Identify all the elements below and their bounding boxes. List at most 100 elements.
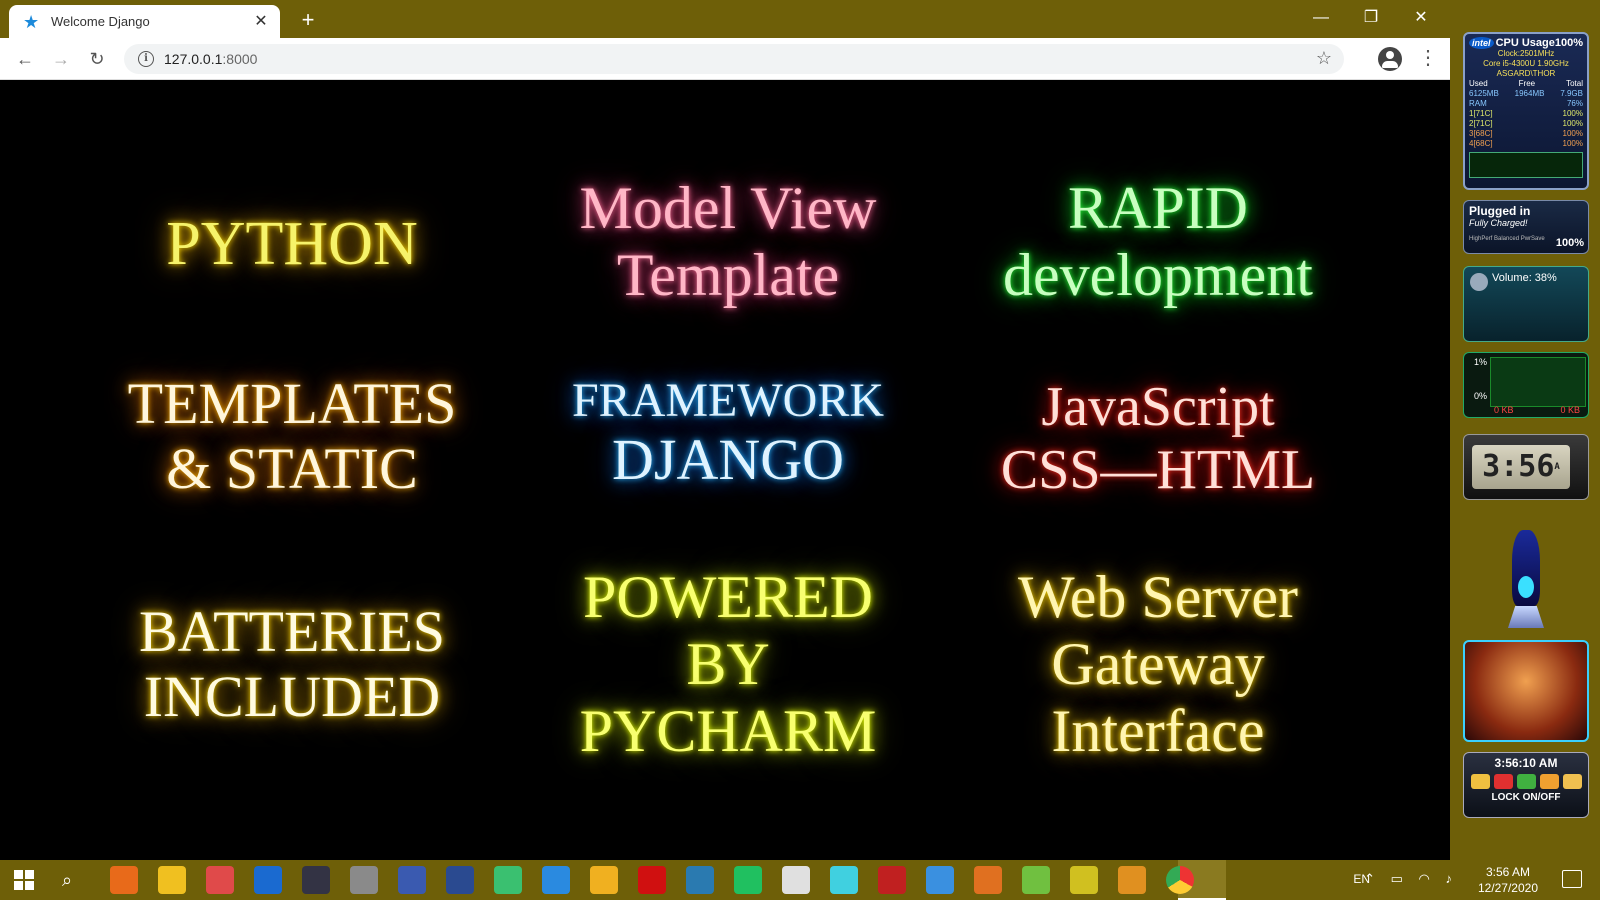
hibernate-icon[interactable] [1562,774,1582,789]
core-1-label: 1[71C] [1469,109,1493,118]
chrome-icon[interactable] [1166,866,1194,894]
browser-icon[interactable] [398,866,426,894]
volume-knob-icon[interactable] [1470,273,1488,291]
browser-menu-button[interactable]: ⋮ [1418,47,1438,69]
cell-batteries-line-1: BATTERIES [138,599,446,664]
cell-wsgi-line-3: Interface [1051,698,1265,765]
volume-label: Volume: 38% [1492,272,1557,284]
cell-wsgi-line-2: Gateway [1051,631,1265,698]
system-tray: EN ⌃ ▭ ◠ ♪ 3:56 AM 12/27/2020 [1300,860,1600,900]
url-text[interactable]: 127.0.0.1:8000 [164,51,257,67]
browser-tab[interactable]: ★ Welcome Django ✕ [9,5,280,38]
cell-batteries-line-2: INCLUDED [143,663,441,729]
photos-icon[interactable] [350,866,378,894]
cell-js-line-2: CSS—HTML [1000,438,1316,501]
notification-icon[interactable] [1562,870,1582,888]
folder-icon[interactable] [590,866,618,894]
power-icon[interactable] [1493,774,1513,789]
battery-percent: 100% [1555,237,1584,249]
reload-button[interactable]: ↻ [89,49,105,69]
clock-suffix: A [1554,462,1560,472]
digital-clock-gadget[interactable]: 3:56A [1463,434,1589,500]
address-bar[interactable]: i 127.0.0.1:8000 ☆ [124,44,1344,74]
intel-logo: intel [1469,37,1494,49]
notepad-icon[interactable] [1070,866,1098,894]
star-icon: ★ [23,11,40,32]
lock-toggle[interactable]: LOCK ON/OFF [1491,792,1561,803]
power-status: Plugged in [1469,204,1531,218]
cpu-clock: Clock:2501MHz [1497,49,1555,58]
lava-lamp-gadget[interactable] [1498,520,1554,630]
tab-close-button[interactable]: ✕ [254,12,268,30]
cell-templates-static: TEMPLATES & STATIC [82,371,502,502]
info-icon[interactable]: i [138,51,154,67]
android-studio-icon[interactable] [494,866,522,894]
cell-rapid-development: RAPID development [948,175,1368,309]
power-gadget[interactable]: Plugged in Fully Charged! HighPerf Balan… [1463,200,1589,254]
net-top-pct: 1% [1474,357,1488,367]
cell-js-line-1: JavaScript [1041,376,1275,438]
photo-gadget[interactable] [1463,640,1589,742]
volume-gadget[interactable]: Volume: 38% [1463,266,1589,342]
cell-python-line: PYTHON [166,210,418,278]
restart-icon[interactable] [1516,774,1536,789]
close-window-button[interactable]: ✕ [1414,9,1428,26]
tray-icons[interactable]: ⌃ ▭ ◠ ♪ [1364,871,1458,886]
git-icon[interactable] [974,866,1002,894]
language-indicator[interactable]: EN [1353,872,1370,886]
clock-time: 3:56 [1482,449,1555,484]
atom-icon[interactable] [830,866,858,894]
calculator-icon[interactable] [302,866,330,894]
new-tab-button[interactable]: + [301,7,315,32]
net-out: 0 KB [1560,405,1580,415]
sublime-icon[interactable] [1118,866,1146,894]
remote-desktop-icon[interactable] [446,866,474,894]
ram-pct: 76% [1566,99,1583,108]
sticky-notes-icon[interactable] [158,866,186,894]
windows-start-icon[interactable] [14,870,34,890]
mysql-icon[interactable] [686,866,714,894]
core-3-label: 3[68C] [1469,129,1493,138]
minimize-button[interactable]: — [1313,9,1329,26]
key-icon[interactable] [1539,774,1559,789]
search-icon[interactable]: ⌕ [62,870,73,890]
mem-total: 7.9GB [1560,89,1583,98]
cpu-model: Core i5-4300U 1.90GHz [1483,59,1569,68]
clock-digits: 3:56A [1472,445,1570,489]
bookmark-star-button[interactable]: ☆ [1315,48,1332,68]
cell-javascript-css-html: JavaScript CSS—HTML [948,376,1368,501]
lock-gadget[interactable]: 3:56:10 AM LOCK ON/OFF [1463,752,1589,818]
cpu-host: ASGARD\THOR [1496,69,1556,78]
network-icon[interactable] [1022,866,1050,894]
vscode-icon[interactable] [542,866,570,894]
ubuntu-icon[interactable] [110,866,138,894]
tab-title: Welcome Django [51,14,150,29]
cpu-graph [1469,152,1583,178]
cpu-gadget[interactable]: intel CPU Usage100% Clock:2501MHz Core i5… [1463,32,1589,190]
taskbar-time: 3:56 AM [1485,865,1530,879]
core-2-label: 2[71C] [1469,119,1493,128]
filezilla-icon[interactable] [878,866,906,894]
pycharm-ce-icon[interactable] [926,866,954,894]
restore-button[interactable]: ❐ [1363,9,1379,26]
forward-button[interactable]: → [52,49,70,69]
sleep-icon[interactable] [1470,774,1490,789]
browser-toolbar: ← → ↻ i 127.0.0.1:8000 ☆ ⋮ [0,38,1450,80]
sketch-icon[interactable] [206,866,234,894]
account-icon[interactable] [1378,47,1402,71]
dictionary-icon[interactable] [254,866,282,894]
net-bottom-pct: 0% [1474,391,1488,401]
network-gadget[interactable]: 1% 0% 0 KB 0 KB [1463,352,1589,418]
cell-powered-line-3: PYCHARM [579,698,877,765]
core-1-pct: 100% [1562,109,1583,118]
cell-mvt-line-1: Model View [579,175,877,241]
taskbar-clock[interactable]: 3:56 AM 12/27/2020 [1478,864,1538,896]
core-4-label: 4[68C] [1469,139,1493,148]
browser-window: ★ Welcome Django ✕ + — ❐ ✕ ← → ↻ i 127.0… [0,0,1450,860]
webstorm-icon[interactable] [782,866,810,894]
back-button[interactable]: ← [16,49,34,69]
opera-icon[interactable] [638,866,666,894]
pycharm-icon[interactable] [734,866,762,894]
lava-blob [1518,576,1534,598]
